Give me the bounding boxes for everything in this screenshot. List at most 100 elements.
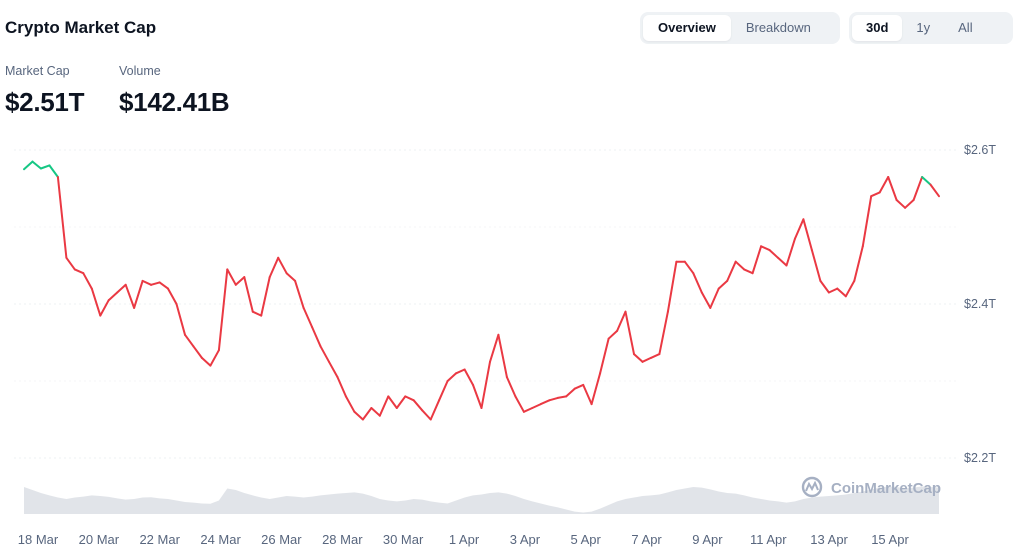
- line-segment: [878, 176, 890, 194]
- line-segment: [429, 399, 441, 421]
- line-segment: [234, 276, 246, 286]
- line-segment: [23, 160, 34, 171]
- line-segment: [302, 306, 314, 329]
- line-segment: [768, 249, 779, 259]
- line-segment: [556, 395, 568, 399]
- line-segment: [395, 395, 407, 409]
- x-tick-label: 20 Mar: [79, 532, 120, 547]
- x-tick-label: 13 Apr: [810, 532, 848, 547]
- line-segment: [607, 329, 619, 340]
- line-segment: [48, 164, 59, 178]
- coinmarketcap-logo-icon: [801, 476, 823, 498]
- line-segment: [251, 310, 263, 317]
- volume-value: $142.41B: [119, 87, 230, 117]
- line-segment: [539, 399, 551, 406]
- line-segment: [666, 260, 678, 313]
- line-segment: [921, 176, 932, 186]
- line-segment: [243, 276, 254, 313]
- line-segment: [268, 256, 280, 279]
- x-tick-label: 7 Apr: [631, 532, 662, 547]
- watermark: CoinMarketCap: [801, 476, 941, 498]
- tab-overview[interactable]: Overview: [643, 15, 731, 41]
- line-segment: [200, 356, 212, 367]
- line-segment: [870, 191, 881, 198]
- line-segment: [777, 256, 788, 267]
- line-segment: [658, 310, 669, 356]
- line-segment: [590, 372, 602, 406]
- range-30d-button[interactable]: 30d: [852, 15, 903, 41]
- page-title: Crypto Market Cap: [5, 18, 157, 37]
- view-toggle: Overview Breakdown: [640, 12, 840, 44]
- line-segment: [31, 160, 42, 170]
- line-segment: [133, 279, 144, 309]
- market-cap-stat: Market Cap $2.51T: [5, 64, 84, 118]
- price-line: [23, 160, 940, 421]
- line-segment: [548, 396, 559, 402]
- line-segment: [319, 345, 330, 363]
- line-segment: [294, 279, 305, 309]
- line-segment: [709, 287, 720, 309]
- line-segment: [378, 395, 390, 417]
- x-axis: 18 Mar 20 Mar 22 Mar 24 Mar 26 Mar 28 Mar 30 M…: [18, 532, 910, 547]
- line-segment: [446, 372, 458, 382]
- x-tick-label: 28 Mar: [322, 532, 363, 547]
- line-segment: [311, 326, 322, 348]
- line-segment: [217, 268, 229, 352]
- line-segment: [455, 368, 466, 375]
- line-segment: [167, 287, 178, 305]
- line-segment: [344, 395, 356, 413]
- x-tick-label: 3 Apr: [510, 532, 541, 547]
- range-toggle: 30d 1y All: [849, 12, 1013, 44]
- tab-breakdown[interactable]: Breakdown: [745, 20, 811, 35]
- line-segment: [90, 287, 102, 317]
- line-segment: [175, 303, 186, 336]
- watermark-text: CoinMarketCap: [831, 480, 941, 497]
- line-segment: [150, 281, 161, 286]
- line-segment: [565, 387, 576, 398]
- line-segment: [794, 218, 805, 240]
- line-segment: [836, 287, 847, 298]
- x-tick-label: 1 Apr: [449, 532, 480, 547]
- line-segment: [844, 279, 856, 298]
- line-segment: [285, 272, 297, 282]
- line-segment: [505, 376, 517, 398]
- line-segment: [726, 260, 737, 282]
- x-tick-label: 30 Mar: [383, 532, 424, 547]
- line-segment: [141, 279, 153, 286]
- line-segment: [861, 195, 873, 248]
- line-segment: [489, 333, 500, 363]
- line-segment: [226, 268, 237, 286]
- x-tick-label: 15 Apr: [871, 532, 909, 547]
- line-segment: [624, 310, 635, 356]
- line-segment: [717, 279, 729, 290]
- line-segment: [760, 245, 771, 252]
- line-segment: [328, 360, 339, 379]
- range-all-button[interactable]: All: [958, 20, 973, 35]
- line-segment: [514, 395, 525, 413]
- line-segment: [277, 256, 288, 275]
- x-tick-label: 9 Apr: [692, 532, 723, 547]
- line-segment: [480, 360, 491, 409]
- line-segment: [616, 310, 627, 332]
- line-segment: [599, 337, 610, 375]
- y-axis: $2.6T $2.4T $2.2T: [964, 143, 996, 465]
- market-cap-label: Market Cap: [5, 64, 70, 78]
- volume-area: [24, 486, 939, 514]
- volume-label: Volume: [119, 64, 161, 78]
- range-1y-button[interactable]: 1y: [916, 20, 931, 35]
- y-tick-label: $2.6T: [964, 143, 996, 157]
- line-segment: [73, 268, 85, 275]
- line-segment: [421, 409, 432, 421]
- line-segment: [912, 176, 924, 201]
- x-tick-label: 24 Mar: [200, 532, 241, 547]
- line-segment: [463, 368, 474, 386]
- x-tick-label: 18 Mar: [18, 532, 59, 547]
- line-segment: [810, 249, 822, 282]
- line-segment: [260, 276, 271, 317]
- volume-stat: Volume $142.41B: [119, 64, 230, 118]
- line-segment: [387, 395, 398, 409]
- line-segment: [700, 291, 712, 309]
- y-tick-label: $2.2T: [964, 451, 996, 465]
- line-segment: [819, 279, 830, 294]
